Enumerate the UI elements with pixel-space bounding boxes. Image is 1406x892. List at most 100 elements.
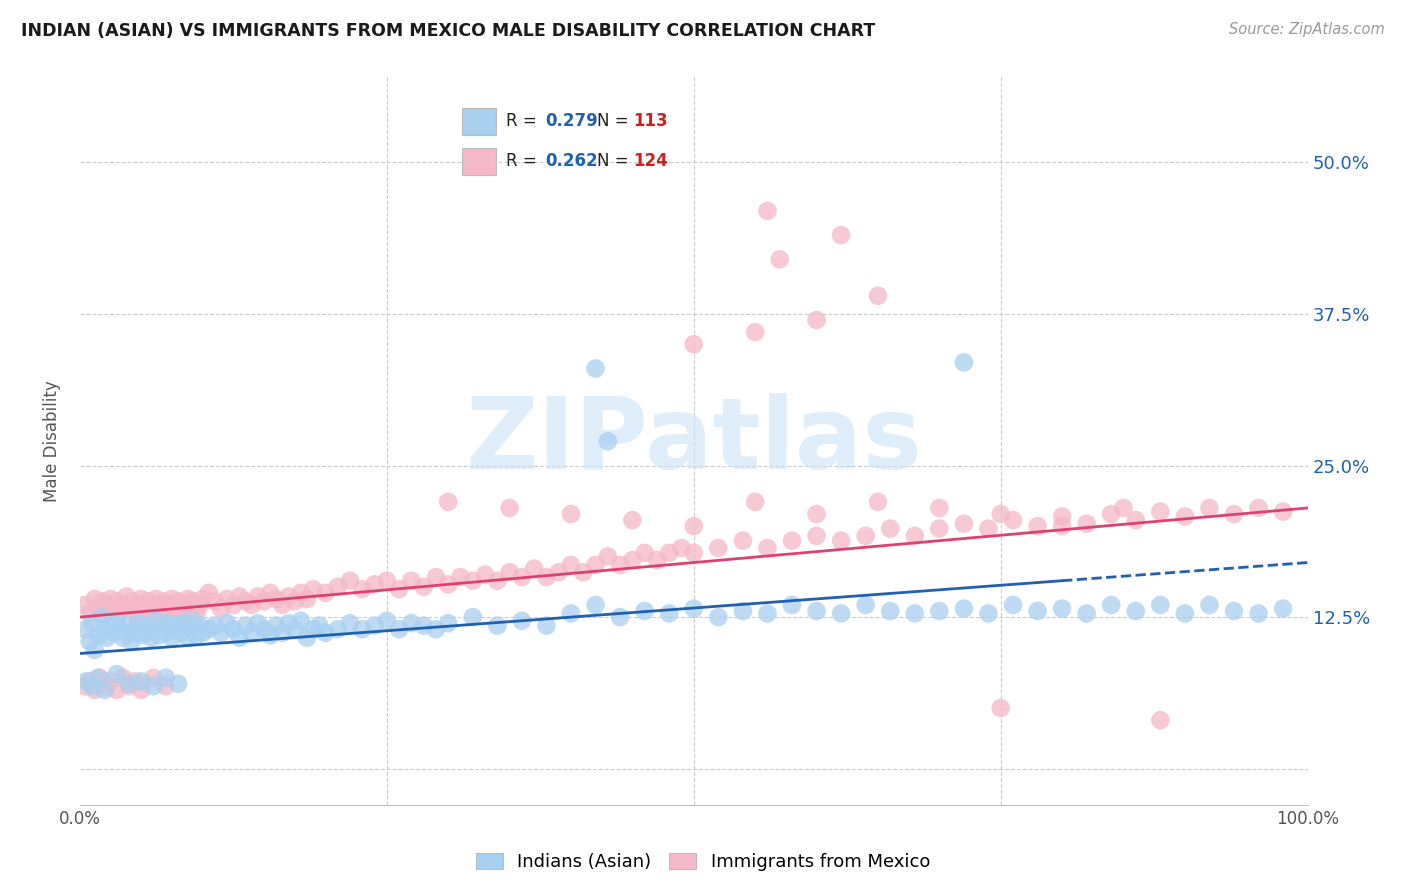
Point xyxy=(560,607,582,621)
Point xyxy=(217,591,239,606)
Point xyxy=(87,601,110,615)
Point xyxy=(904,607,927,621)
Point xyxy=(1149,505,1171,519)
Point xyxy=(79,674,101,689)
Point xyxy=(1099,507,1122,521)
Point xyxy=(585,361,607,376)
Point xyxy=(1099,598,1122,612)
Point xyxy=(209,601,232,615)
Point xyxy=(634,604,657,618)
Point xyxy=(111,598,134,612)
Point xyxy=(928,522,950,536)
Point xyxy=(118,625,141,640)
Point xyxy=(536,570,558,584)
Point xyxy=(120,634,142,648)
Point xyxy=(1076,607,1098,621)
Point xyxy=(145,614,167,628)
Point xyxy=(173,598,195,612)
Point xyxy=(129,682,152,697)
Point xyxy=(1026,519,1049,533)
Point xyxy=(1125,604,1147,618)
Point xyxy=(879,604,901,618)
Point xyxy=(246,616,269,631)
Point xyxy=(253,622,276,636)
Point xyxy=(204,594,226,608)
Point xyxy=(105,682,128,697)
Point xyxy=(179,601,201,615)
Point xyxy=(222,622,245,636)
Point xyxy=(96,631,118,645)
Point xyxy=(1247,607,1270,621)
Point xyxy=(169,625,191,640)
Point xyxy=(806,507,828,521)
Point xyxy=(363,577,385,591)
Point xyxy=(1149,598,1171,612)
Point xyxy=(120,594,142,608)
Point xyxy=(186,628,208,642)
Point xyxy=(266,618,288,632)
Point xyxy=(634,546,657,560)
Point xyxy=(82,679,104,693)
Point xyxy=(1198,500,1220,515)
Point xyxy=(228,631,250,645)
Point xyxy=(572,566,595,580)
Point xyxy=(100,618,122,632)
Point xyxy=(486,618,509,632)
Point xyxy=(91,610,114,624)
Point xyxy=(326,580,349,594)
Point xyxy=(79,607,101,621)
Point xyxy=(928,604,950,618)
Point xyxy=(103,625,125,640)
Point xyxy=(682,519,704,533)
Point xyxy=(412,580,434,594)
Point xyxy=(780,533,803,548)
Point xyxy=(806,529,828,543)
Point xyxy=(1026,604,1049,618)
Point xyxy=(585,598,607,612)
Point xyxy=(990,507,1012,521)
Point xyxy=(425,622,447,636)
Point xyxy=(1223,507,1246,521)
Point xyxy=(155,625,177,640)
Point xyxy=(990,701,1012,715)
Point xyxy=(155,671,177,685)
Point xyxy=(308,618,330,632)
Point xyxy=(79,634,101,648)
Point xyxy=(246,590,269,604)
Point xyxy=(129,674,152,689)
Point xyxy=(139,607,162,621)
Point xyxy=(83,682,105,697)
Text: ZIPatlas: ZIPatlas xyxy=(465,392,922,490)
Point xyxy=(259,628,281,642)
Legend: Indians (Asian), Immigrants from Mexico: Indians (Asian), Immigrants from Mexico xyxy=(468,846,938,879)
Point xyxy=(352,622,374,636)
Point xyxy=(271,625,294,640)
Point xyxy=(128,598,150,612)
Point xyxy=(89,671,111,685)
Point xyxy=(181,614,204,628)
Point xyxy=(1174,607,1197,621)
Point xyxy=(658,546,681,560)
Point xyxy=(136,594,159,608)
Point xyxy=(536,618,558,632)
Point xyxy=(1223,604,1246,618)
Point xyxy=(474,567,496,582)
Point xyxy=(498,566,520,580)
Point xyxy=(132,618,155,632)
Point xyxy=(91,594,114,608)
Point xyxy=(228,590,250,604)
Point xyxy=(139,631,162,645)
Point xyxy=(259,586,281,600)
Point xyxy=(977,522,1000,536)
Point xyxy=(142,622,165,636)
Point xyxy=(707,610,730,624)
Point xyxy=(314,625,336,640)
Point xyxy=(93,682,115,697)
Point xyxy=(904,529,927,543)
Point xyxy=(157,598,180,612)
Point xyxy=(167,677,190,691)
Point xyxy=(1076,516,1098,531)
Point xyxy=(498,500,520,515)
Point xyxy=(73,598,96,612)
Point xyxy=(165,601,187,615)
